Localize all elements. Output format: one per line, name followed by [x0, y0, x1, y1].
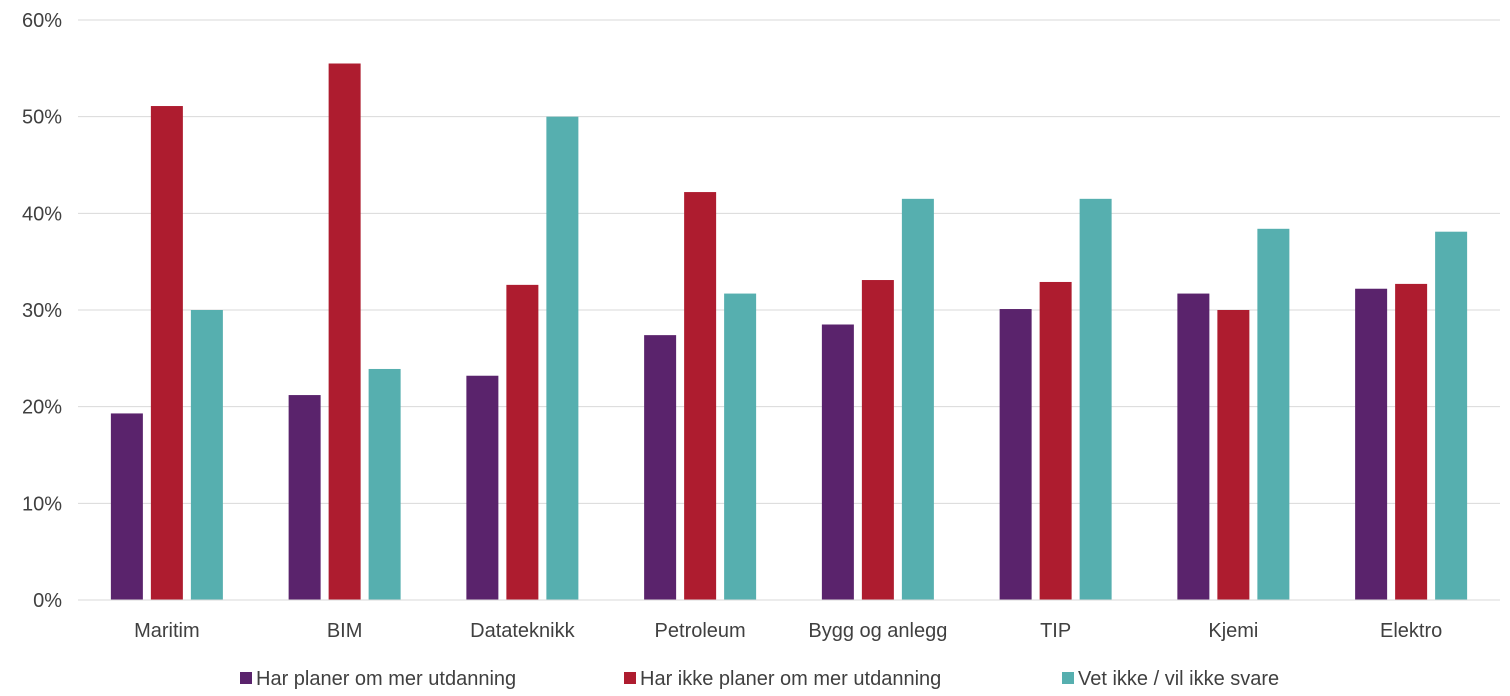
bar [644, 335, 677, 600]
legend-label: Har ikke planer om mer utdanning [640, 668, 941, 690]
bar [1217, 310, 1250, 600]
bar [684, 192, 717, 601]
bar [110, 413, 143, 600]
bar [1395, 283, 1428, 600]
bar [190, 310, 223, 600]
x-axis-tick-labels: Maritim BIM Datateknikk Petroleum Bygg og an… [134, 620, 1442, 642]
bars [110, 63, 1468, 601]
bar [999, 309, 1032, 600]
legend-label: Vet ikke / vil ikke svare [1078, 668, 1279, 690]
y-tick-label: 0% [33, 590, 62, 612]
legend: Har planer om mer utdanning Har ikke plan… [240, 668, 1279, 690]
y-tick-label: 20% [22, 397, 62, 419]
legend-item: Har ikke planer om mer utdanning [624, 668, 941, 690]
bar [1355, 288, 1388, 600]
x-tick-label: Maritim [134, 620, 200, 642]
bar [901, 198, 934, 601]
bar [506, 284, 539, 600]
y-axis-tick-labels: 0% 10% 20% 30% 40% 50% 60% [22, 10, 62, 612]
x-tick-label: BIM [327, 620, 363, 642]
bar [724, 293, 757, 600]
x-tick-label: Kjemi [1208, 620, 1258, 642]
x-tick-label: Datateknikk [470, 620, 575, 642]
legend-swatch [1062, 672, 1074, 684]
bar [1079, 198, 1112, 601]
bar [1039, 281, 1072, 600]
bar [368, 368, 401, 600]
y-tick-label: 60% [22, 10, 62, 32]
bar [1435, 231, 1468, 600]
bar [546, 116, 579, 601]
x-tick-label: Petroleum [655, 620, 746, 642]
bar [328, 63, 361, 600]
legend-swatch [240, 672, 252, 684]
y-tick-label: 40% [22, 203, 62, 225]
legend-item: Vet ikke / vil ikke svare [1062, 668, 1279, 690]
legend-item: Har planer om mer utdanning [240, 668, 516, 690]
bar [1177, 293, 1210, 600]
bar [821, 324, 854, 600]
bar [466, 375, 499, 600]
legend-label: Har planer om mer utdanning [256, 668, 516, 690]
bar [861, 280, 894, 600]
bar [288, 395, 321, 600]
x-tick-label: TIP [1040, 620, 1071, 642]
y-tick-label: 10% [22, 493, 62, 515]
bar [1257, 228, 1290, 601]
y-tick-label: 50% [22, 107, 62, 129]
x-tick-label: Elektro [1380, 620, 1442, 642]
legend-swatch [624, 672, 636, 684]
bar [150, 106, 183, 601]
x-tick-label: Bygg og anlegg [808, 620, 947, 642]
y-tick-label: 30% [22, 300, 62, 322]
